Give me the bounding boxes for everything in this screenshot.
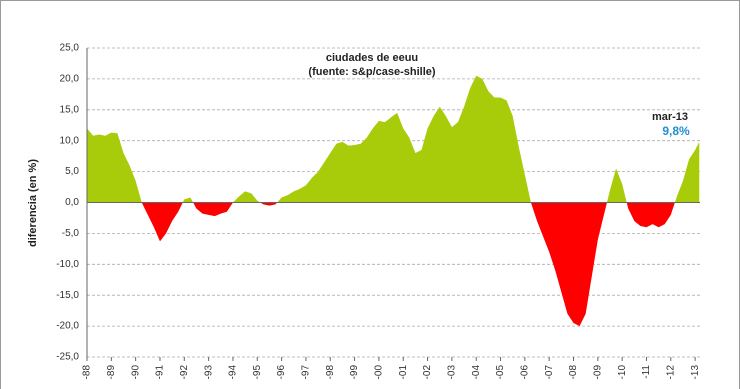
x-tick-label: -89 [106,365,117,380]
x-tick-label: -90 [130,365,141,380]
y-tick-label: 15,0 [60,104,80,115]
y-tick-label: -20,0 [56,321,79,332]
x-tick-label: -93 [203,365,214,380]
x-tick-label: -07 [544,365,555,380]
y-tick-label: -15,0 [56,290,79,301]
y-tick-label: 20,0 [60,74,80,85]
y-tick-label: -5,0 [62,228,80,239]
area [87,75,700,327]
x-tick-label: -04 [471,365,482,380]
x-tick-label: -13 [690,365,701,380]
x-tick-label: -94 [228,365,239,380]
x-tick-label: -02 [422,365,433,380]
x-tick-label: -10 [617,365,628,380]
y-tick-label: -25,0 [56,352,79,363]
x-tick-label: -88 [82,365,93,380]
x-tick-label: -98 [325,365,336,380]
x-tick-label: -00 [374,365,385,380]
x-tick-label: -05 [495,365,506,380]
x-tick-label: -12 [665,365,676,380]
x-tick-label: -06 [519,365,530,380]
y-axis-label: diferencia (en %) [27,159,39,247]
x-tick-label: -95 [252,365,263,380]
y-tick-label: 0,0 [65,197,79,208]
annotation-value: 9,8% [662,124,690,138]
x-tick-label: -09 [592,365,603,380]
x-tick-label: -97 [301,365,312,380]
x-tick-label: -01 [398,365,409,380]
x-tick-label: -91 [155,365,166,380]
x-tick-label: -11 [641,365,652,379]
y-tick-label: 25,0 [60,43,80,54]
x-tick-label: -92 [179,365,190,380]
y-tick-label: 10,0 [60,135,80,146]
x-tick-label: -99 [349,365,360,380]
y-tick-label: -10,0 [56,259,79,270]
x-tick-label: -03 [447,365,458,380]
annotation: mar-13 [652,111,688,123]
x-tick-label: -96 [276,365,287,380]
chart-subtitle: (fuente: s&p/case-shille) [308,66,435,78]
x-tick-label: -08 [568,365,579,380]
y-tick-label: 5,0 [65,166,79,177]
chart-title: ciudades de eeuu [326,52,418,64]
